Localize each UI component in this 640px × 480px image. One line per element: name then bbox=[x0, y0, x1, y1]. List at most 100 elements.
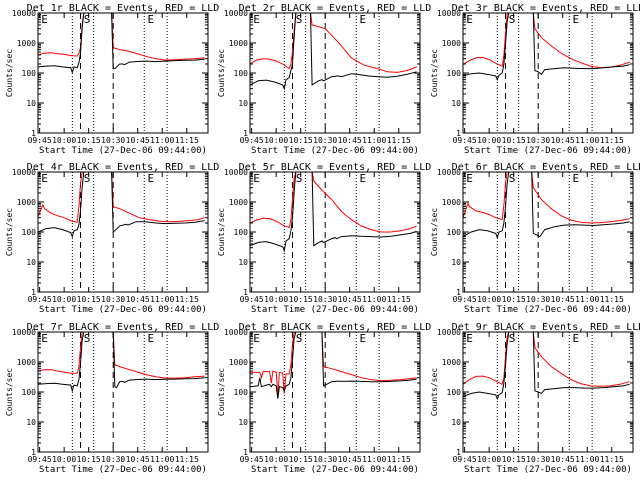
y-tick-label: 1000 bbox=[17, 198, 36, 207]
detector-panel: E S E 1 10 100 1000 10000 09:45 10:00 10:15 10:30 10… bbox=[430, 3, 640, 156]
y-tick-label: 1 bbox=[456, 129, 461, 138]
y-tick-label: 1000 bbox=[442, 198, 461, 207]
y-tick-label: 100 bbox=[22, 69, 37, 78]
region-label: E bbox=[148, 172, 155, 185]
panel-title: Det 3r BLACK = Events, RED = LLD bbox=[452, 3, 640, 14]
x-tick-label: 10:30 bbox=[313, 136, 337, 145]
x-tick-label: 11:00 bbox=[150, 295, 174, 304]
events-series-line bbox=[250, 172, 417, 253]
x-tick-label: 09:45 bbox=[28, 295, 52, 304]
region-label: E bbox=[360, 332, 367, 345]
x-tick-label: 10:15 bbox=[502, 136, 526, 145]
events-series-line bbox=[38, 13, 205, 75]
x-axis-label: Start Time (27-Dec-06 09:44:00) bbox=[39, 465, 207, 475]
x-tick-label: 09:45 bbox=[240, 295, 264, 304]
y-tick-label: 1 bbox=[243, 129, 248, 138]
events-series-line bbox=[38, 172, 205, 239]
region-label: E bbox=[41, 13, 48, 26]
y-tick-label: 1000 bbox=[17, 39, 36, 48]
lld-series-line bbox=[38, 332, 205, 379]
region-label: E bbox=[360, 172, 367, 185]
y-tick-label: 1 bbox=[456, 448, 461, 457]
x-tick-label: 11:15 bbox=[600, 136, 624, 145]
y-tick-label: 10000 bbox=[12, 328, 36, 337]
region-label: S bbox=[296, 13, 303, 26]
y-tick-label: 10 bbox=[238, 258, 248, 267]
y-tick-label: 1000 bbox=[229, 358, 248, 367]
x-tick-label: 10:30 bbox=[101, 295, 125, 304]
panel-title: Det 4r BLACK = Events, RED = LLD bbox=[27, 162, 220, 173]
y-axis-label: Counts/sec bbox=[217, 208, 226, 256]
x-tick-label: 11:00 bbox=[362, 295, 386, 304]
detector-panel: E S E 1 10 100 1000 10000 09:45 10:00 10:15 10:30 10… bbox=[5, 322, 219, 475]
x-tick-label: 10:00 bbox=[264, 455, 288, 464]
y-tick-label: 10 bbox=[26, 258, 36, 267]
y-tick-label: 1000 bbox=[17, 358, 36, 367]
y-tick-label: 100 bbox=[447, 388, 462, 397]
y-tick-label: 1000 bbox=[229, 39, 248, 48]
x-tick-label: 10:00 bbox=[52, 136, 76, 145]
x-tick-label: 10:00 bbox=[52, 295, 76, 304]
y-tick-label: 10 bbox=[451, 99, 461, 108]
y-tick-label: 1000 bbox=[442, 39, 461, 48]
events-series-line bbox=[463, 332, 630, 400]
panel-title: Det 2r BLACK = Events, RED = LLD bbox=[239, 3, 432, 14]
panel-title: Det 1r BLACK = Events, RED = LLD bbox=[27, 3, 220, 14]
x-tick-label: 11:00 bbox=[150, 455, 174, 464]
region-label: E bbox=[466, 13, 473, 26]
x-tick-label: 10:15 bbox=[289, 295, 313, 304]
x-tick-label: 10:15 bbox=[289, 136, 313, 145]
x-tick-label: 10:45 bbox=[338, 295, 362, 304]
y-tick-label: 10000 bbox=[437, 9, 461, 18]
events-series-line bbox=[463, 13, 630, 82]
y-tick-label: 10000 bbox=[224, 328, 248, 337]
region-label: E bbox=[148, 13, 155, 26]
x-tick-label: 09:45 bbox=[453, 136, 477, 145]
x-tick-label: 10:30 bbox=[526, 295, 550, 304]
lld-series-line bbox=[250, 332, 417, 395]
x-tick-label: 10:15 bbox=[77, 295, 101, 304]
events-series-line bbox=[38, 332, 205, 393]
y-tick-label: 10000 bbox=[437, 168, 461, 177]
y-tick-label: 10 bbox=[238, 418, 248, 427]
x-tick-label: 10:00 bbox=[52, 455, 76, 464]
x-tick-label: 10:45 bbox=[338, 136, 362, 145]
detector-panel: E S E 1 10 100 1000 10000 09:45 10:00 10:15 10:30 10… bbox=[430, 162, 640, 315]
x-tick-label: 11:15 bbox=[175, 455, 199, 464]
plot-frame bbox=[37, 331, 209, 453]
y-axis-label: Counts/sec bbox=[5, 208, 14, 256]
x-tick-label: 10:00 bbox=[264, 136, 288, 145]
region-label: E bbox=[466, 332, 473, 345]
region-label: S bbox=[296, 332, 303, 345]
lld-series-line bbox=[250, 13, 417, 73]
y-tick-label: 100 bbox=[234, 228, 249, 237]
region-label: E bbox=[573, 172, 580, 185]
y-tick-label: 10000 bbox=[224, 9, 248, 18]
x-tick-label: 10:30 bbox=[313, 295, 337, 304]
y-tick-label: 10 bbox=[451, 418, 461, 427]
x-tick-label: 11:15 bbox=[387, 455, 411, 464]
plot-frame bbox=[37, 12, 209, 134]
y-tick-label: 10000 bbox=[224, 168, 248, 177]
plot-frame bbox=[249, 331, 421, 453]
region-label: E bbox=[41, 172, 48, 185]
x-tick-label: 09:45 bbox=[28, 136, 52, 145]
y-tick-label: 10 bbox=[238, 99, 248, 108]
x-tick-label: 10:15 bbox=[289, 455, 313, 464]
region-label: S bbox=[84, 332, 91, 345]
y-axis-label: Counts/sec bbox=[5, 368, 14, 416]
x-tick-label: 10:30 bbox=[101, 136, 125, 145]
lld-series-line bbox=[463, 13, 630, 69]
x-axis-label: Start Time (27-Dec-06 09:44:00) bbox=[464, 465, 632, 475]
x-tick-label: 10:45 bbox=[338, 455, 362, 464]
y-tick-label: 10 bbox=[451, 258, 461, 267]
panel-title: Det 6r BLACK = Events, RED = LLD bbox=[452, 162, 640, 173]
x-tick-label: 10:15 bbox=[77, 136, 101, 145]
y-tick-label: 1 bbox=[31, 129, 36, 138]
x-axis-label: Start Time (27-Dec-06 09:44:00) bbox=[464, 146, 632, 156]
x-tick-label: 11:15 bbox=[387, 136, 411, 145]
y-tick-label: 100 bbox=[447, 69, 462, 78]
y-tick-label: 10 bbox=[26, 418, 36, 427]
y-tick-label: 1 bbox=[456, 288, 461, 297]
